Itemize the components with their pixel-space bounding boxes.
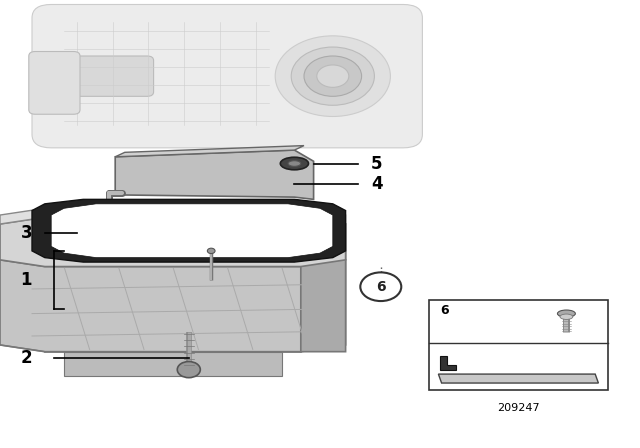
Text: 5: 5: [371, 155, 383, 172]
Text: 6: 6: [376, 280, 386, 294]
Circle shape: [177, 362, 200, 378]
Polygon shape: [301, 217, 346, 352]
Circle shape: [101, 212, 116, 223]
Bar: [429, 300, 608, 390]
Polygon shape: [32, 199, 346, 262]
Text: 2: 2: [20, 349, 32, 367]
Text: 4: 4: [371, 175, 383, 193]
Polygon shape: [0, 260, 346, 352]
Polygon shape: [0, 208, 346, 224]
Polygon shape: [115, 146, 304, 157]
Ellipse shape: [280, 157, 308, 170]
Polygon shape: [115, 150, 314, 199]
Circle shape: [317, 65, 349, 87]
Text: 1: 1: [20, 271, 32, 289]
Ellipse shape: [560, 314, 573, 319]
FancyBboxPatch shape: [32, 4, 422, 148]
Circle shape: [275, 36, 390, 116]
Polygon shape: [51, 204, 333, 258]
Circle shape: [304, 56, 362, 96]
Circle shape: [207, 248, 215, 254]
FancyBboxPatch shape: [29, 52, 80, 114]
Polygon shape: [64, 352, 282, 376]
Polygon shape: [438, 374, 598, 383]
FancyBboxPatch shape: [58, 56, 154, 96]
Polygon shape: [0, 217, 346, 267]
Text: 209247: 209247: [497, 403, 540, 413]
Ellipse shape: [557, 310, 575, 317]
Polygon shape: [440, 356, 456, 370]
Circle shape: [360, 272, 401, 301]
Ellipse shape: [288, 161, 301, 166]
Text: 6: 6: [440, 304, 449, 318]
Circle shape: [291, 47, 374, 105]
Text: 3: 3: [20, 224, 32, 242]
